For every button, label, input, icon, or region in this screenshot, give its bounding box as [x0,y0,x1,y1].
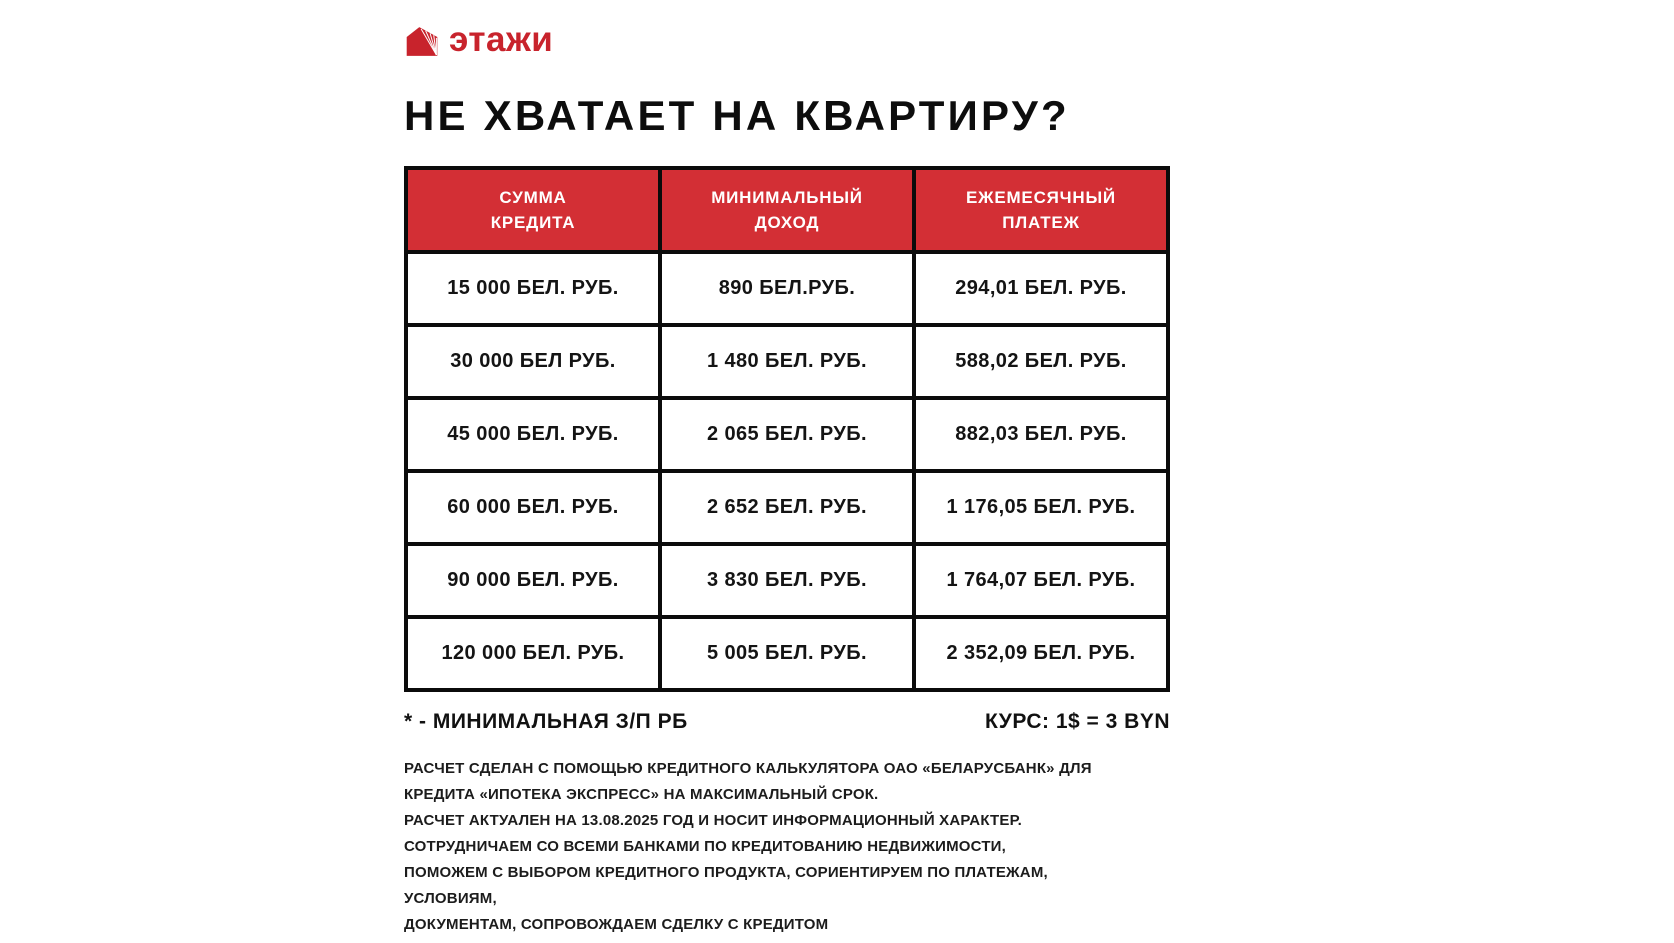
cell-credit-sum: 90 000 БЕЛ. РУБ. [404,542,662,620]
disclaimer-text: РАСЧЕТ СДЕЛАН С ПОМОЩЬЮ КРЕДИТНОГО КАЛЬК… [404,756,1170,938]
header-line: СУММА [499,187,567,207]
page-title: НЕ ХВАТАЕТ НА КВАРТИРУ? [404,92,1070,139]
table-row: 15 000 БЕЛ. РУБ. 890 БЕЛ.РУБ. 294,01 БЕЛ… [404,250,1170,328]
col-header-credit-sum: СУММА КРЕДИТА [404,166,662,255]
cell-monthly-payment: 294,01 БЕЛ. РУБ. [912,250,1170,328]
header-line: ПЛАТЕЖ [1002,213,1080,233]
cell-min-income: 1 480 БЕЛ. РУБ. [658,323,916,401]
cell-monthly-payment: 882,03 БЕЛ. РУБ. [912,396,1170,474]
cell-min-income: 2 065 БЕЛ. РУБ. [658,396,916,474]
table-body: 15 000 БЕЛ. РУБ. 890 БЕЛ.РУБ. 294,01 БЕЛ… [404,250,1170,693]
notes-row: * - МИНИМАЛЬНАЯ З/П РБ КУРС: 1$ = 3 BYN [404,710,1170,734]
exchange-rate-note: КУРС: 1$ = 3 BYN [984,710,1170,734]
disclaimer-line: СОТРУДНИЧАЕМ СО ВСЕМИ БАНКАМИ ПО КРЕДИТО… [404,838,1007,856]
table-row: 45 000 БЕЛ. РУБ. 2 065 БЕЛ. РУБ. 882,03 … [404,396,1170,474]
cell-credit-sum: 60 000 БЕЛ. РУБ. [404,469,662,547]
table-row: 30 000 БЕЛ РУБ. 1 480 БЕЛ. РУБ. 588,02 Б… [404,323,1170,401]
cell-monthly-payment: 1 764,07 БЕЛ. РУБ. [912,542,1170,620]
footnote-min-salary: * - МИНИМАЛЬНАЯ З/П РБ [404,710,688,734]
header-line: КРЕДИТА [490,213,576,233]
disclaimer-line: УСЛОВИЯМ, [404,890,497,908]
col-header-min-income: МИНИМАЛЬНЫЙ ДОХОД [658,166,916,255]
brand-logo: этажи [404,22,1170,60]
header-line: ЕЖЕМЕСЯЧНЫЙ [966,187,1116,207]
header-line: ДОХОД [754,213,820,233]
cell-credit-sum: 30 000 БЕЛ РУБ. [404,323,662,401]
header-row: СУММА КРЕДИТА МИНИМАЛЬНЫЙ ДОХОД ЕЖЕМЕСЯЧ… [404,166,1170,255]
cell-min-income: 890 БЕЛ.РУБ. [658,250,916,328]
credit-table: СУММА КРЕДИТА МИНИМАЛЬНЫЙ ДОХОД ЕЖЕМЕСЯЧ… [404,166,1170,693]
cell-monthly-payment: 588,02 БЕЛ. РУБ. [912,323,1170,401]
table-row: 120 000 БЕЛ. РУБ. 5 005 БЕЛ. РУБ. 2 352,… [404,615,1170,693]
header-line: МИНИМАЛЬНЫЙ [711,187,863,207]
disclaimer-line: ДОКУМЕНТАМ, СОПРОВОЖДАЕМ СДЕЛКУ С КРЕДИТ… [404,916,829,934]
house-icon [406,26,438,56]
table-header: СУММА КРЕДИТА МИНИМАЛЬНЫЙ ДОХОД ЕЖЕМЕСЯЧ… [404,166,1170,255]
cell-credit-sum: 120 000 БЕЛ. РУБ. [404,615,662,693]
cell-min-income: 5 005 БЕЛ. РУБ. [658,615,916,693]
cell-credit-sum: 15 000 БЕЛ. РУБ. [404,250,662,328]
content-column: этажи НЕ ХВАТАЕТ НА КВАРТИРУ? СУММА КРЕД… [404,0,1170,938]
brand-name: этажи [449,19,554,59]
cell-credit-sum: 45 000 БЕЛ. РУБ. [404,396,662,474]
disclaimer-line: РАСЧЕТ СДЕЛАН С ПОМОЩЬЮ КРЕДИТНОГО КАЛЬК… [404,760,1092,778]
disclaimer-line: КРЕДИТА «ИПОТЕКА ЭКСПРЕСС» НА МАКСИМАЛЬН… [404,786,879,804]
table-row: 90 000 БЕЛ. РУБ. 3 830 БЕЛ. РУБ. 1 764,0… [404,542,1170,620]
col-header-monthly-payment: ЕЖЕМЕСЯЧНЫЙ ПЛАТЕЖ [912,166,1170,255]
disclaimer-line: РАСЧЕТ АКТУАЛЕН НА 13.08.2025 ГОД И НОСИ… [404,812,1022,830]
table-row: 60 000 БЕЛ. РУБ. 2 652 БЕЛ. РУБ. 1 176,0… [404,469,1170,547]
cell-monthly-payment: 1 176,05 БЕЛ. РУБ. [912,469,1170,547]
cell-monthly-payment: 2 352,09 БЕЛ. РУБ. [912,615,1170,693]
disclaimer-line: ПОМОЖЕМ С ВЫБОРОМ КРЕДИТНОГО ПРОДУКТА, С… [404,864,1048,882]
cell-min-income: 3 830 БЕЛ. РУБ. [658,542,916,620]
cell-min-income: 2 652 БЕЛ. РУБ. [658,469,916,547]
